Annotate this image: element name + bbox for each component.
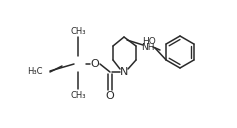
Text: N: N [120,67,128,77]
Text: NH: NH [141,44,155,52]
Text: CH₃: CH₃ [70,90,86,99]
Text: O: O [106,91,114,101]
Text: H₃C: H₃C [27,67,43,77]
Text: HO: HO [142,38,156,46]
Text: CH₃: CH₃ [70,26,86,35]
Text: O: O [91,59,99,69]
